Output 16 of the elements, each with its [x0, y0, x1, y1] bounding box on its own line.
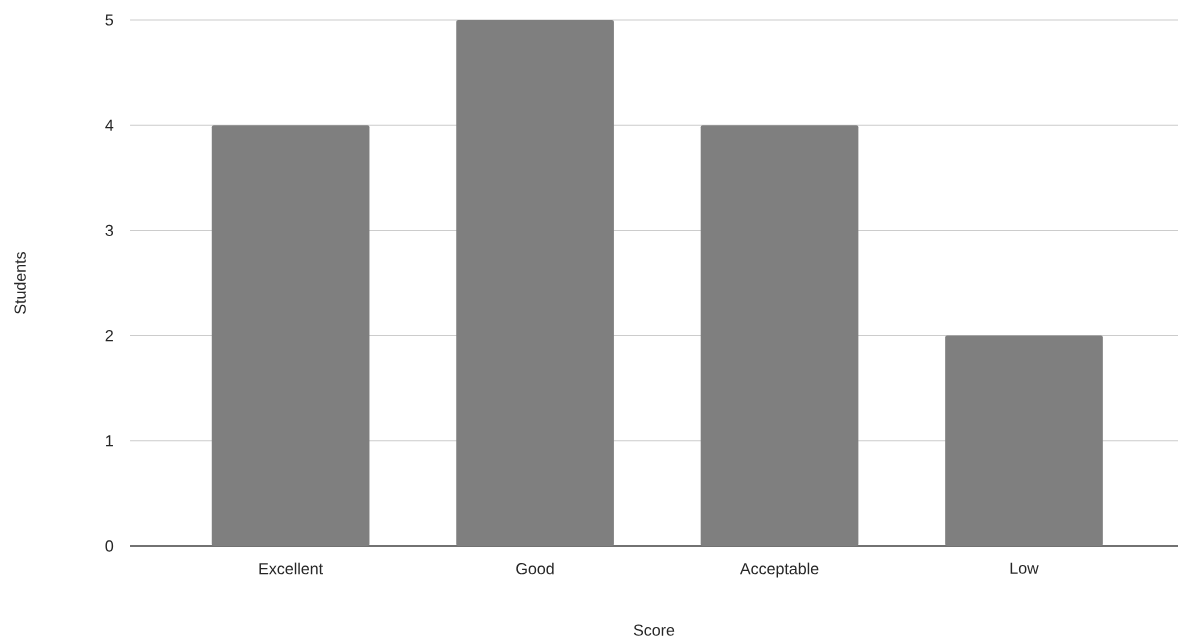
- x-tick-label: Excellent: [259, 562, 323, 575]
- y-tick-label: 4: [105, 119, 114, 131]
- bar: [700, 125, 859, 546]
- x-tick-label: Good: [516, 562, 554, 575]
- y-tick-label: 1: [106, 435, 113, 447]
- y-tick-label: 3: [105, 224, 114, 237]
- y-tick-label: 2: [105, 330, 113, 342]
- bar: [456, 20, 614, 546]
- bar: [945, 335, 1103, 546]
- x-tick-label: Acceptable: [739, 562, 819, 578]
- x-axis-title: Score: [633, 624, 675, 636]
- bar: [211, 125, 370, 546]
- y-axis-title: Students: [14, 252, 26, 314]
- y-tick-label: 0: [105, 540, 114, 552]
- x-tick-label: Low: [1010, 562, 1039, 574]
- y-tick-label: 5: [105, 14, 114, 26]
